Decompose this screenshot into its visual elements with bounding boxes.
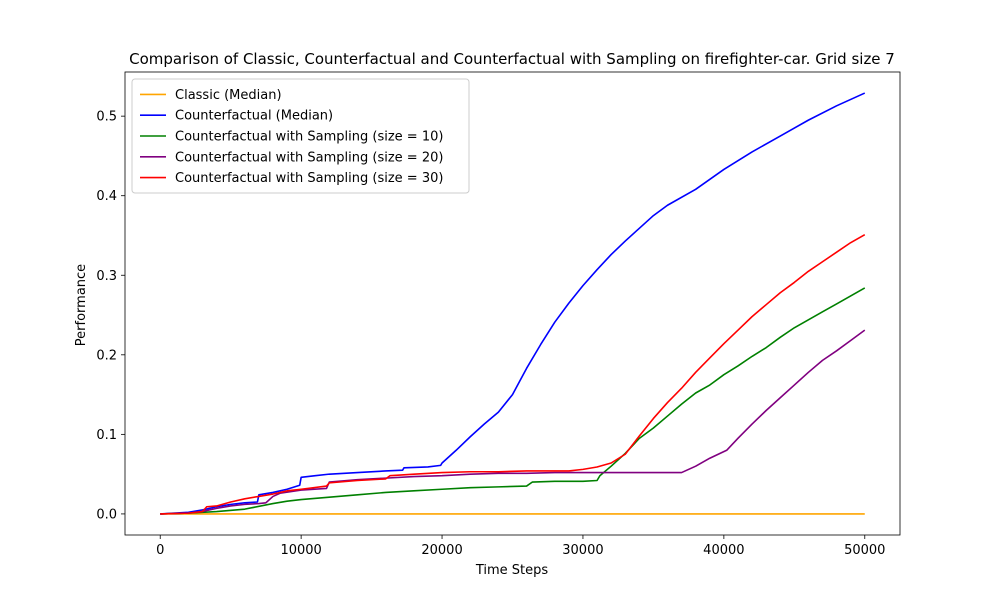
y-tick-label: 0.3 bbox=[96, 269, 117, 284]
x-axis-label: Time Steps bbox=[475, 563, 549, 578]
legend-label-4: Counterfactual with Sampling (size = 20) bbox=[175, 150, 443, 165]
x-tick-label: 20000 bbox=[421, 543, 462, 558]
x-tick-label: 40000 bbox=[703, 543, 744, 558]
legend-label-5: Counterfactual with Sampling (size = 30) bbox=[175, 171, 443, 186]
y-tick-label: 0.1 bbox=[96, 428, 117, 443]
series-line-4 bbox=[160, 329, 866, 515]
y-tick-label: 0.5 bbox=[96, 110, 117, 125]
chart-title: Comparison of Classic, Counterfactual an… bbox=[129, 50, 895, 68]
legend: Classic (Median) Counterfactual (Median) C… bbox=[131, 78, 470, 194]
series-layer bbox=[160, 92, 866, 515]
y-tick-label: 0.0 bbox=[96, 507, 117, 522]
x-tick-label: 50000 bbox=[844, 543, 885, 558]
x-tick-label: 0 bbox=[156, 543, 164, 558]
series-line-5 bbox=[160, 233, 866, 515]
legend-label-2: Counterfactual (Median) bbox=[175, 109, 333, 124]
series-line-2 bbox=[160, 92, 866, 515]
y-tick-label: 0.2 bbox=[96, 348, 117, 363]
x-tick-label: 10000 bbox=[280, 543, 321, 558]
legend-label-1: Classic (Median) bbox=[175, 88, 282, 103]
legend-label-3: Counterfactual with Sampling (size = 10) bbox=[175, 130, 443, 145]
x-tick-label: 30000 bbox=[562, 543, 603, 558]
y-axis-label: Performance bbox=[74, 264, 89, 346]
plot-frame bbox=[124, 71, 901, 536]
legend-box bbox=[131, 78, 470, 194]
series-line-3 bbox=[160, 287, 866, 515]
y-axis: 0.0 0.1 0.2 0.3 0.4 0.5 bbox=[96, 110, 125, 522]
x-axis: 0 10000 20000 30000 40000 50000 bbox=[156, 535, 885, 558]
y-tick-label: 0.4 bbox=[96, 189, 117, 204]
